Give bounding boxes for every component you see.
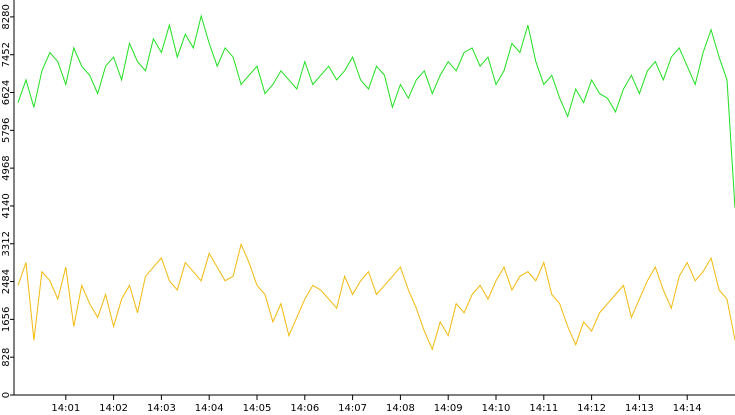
x-tick-label: 14:11 — [529, 403, 558, 414]
y-tick-label: 0 — [1, 392, 12, 398]
x-tick-label: 14:01 — [51, 403, 80, 414]
x-tick-label: 14:12 — [577, 403, 606, 414]
x-tick-label: 14:07 — [338, 403, 367, 414]
series-line — [17, 14, 735, 208]
x-tick-label: 14:14 — [673, 403, 702, 414]
y-tick-label: 1656 — [1, 307, 12, 332]
y-tick-label: 6624 — [1, 80, 12, 105]
y-tick-label: 2484 — [1, 269, 12, 294]
y-tick-label: 7452 — [1, 42, 12, 67]
x-tick-label: 14:13 — [625, 403, 654, 414]
x-tick-label: 14:09 — [434, 403, 463, 414]
x-tick-label: 14:02 — [99, 403, 128, 414]
series-line — [17, 242, 735, 351]
y-tick-label: 5796 — [1, 118, 12, 143]
y-tick-label: 4968 — [1, 155, 12, 180]
y-tick-label: 4140 — [1, 193, 12, 218]
x-tick-label: 14:03 — [147, 403, 176, 414]
x-tick-label: 14:05 — [243, 403, 272, 414]
y-tick-label: 828 — [1, 348, 12, 367]
x-tick-label: 14:08 — [386, 403, 415, 414]
y-tick-label: 8280 — [1, 4, 12, 29]
x-tick-label: 14:06 — [290, 403, 319, 414]
y-tick-label: 3312 — [1, 231, 12, 256]
x-tick-label: 14:10 — [482, 403, 511, 414]
x-tick-label: 14:04 — [195, 403, 224, 414]
